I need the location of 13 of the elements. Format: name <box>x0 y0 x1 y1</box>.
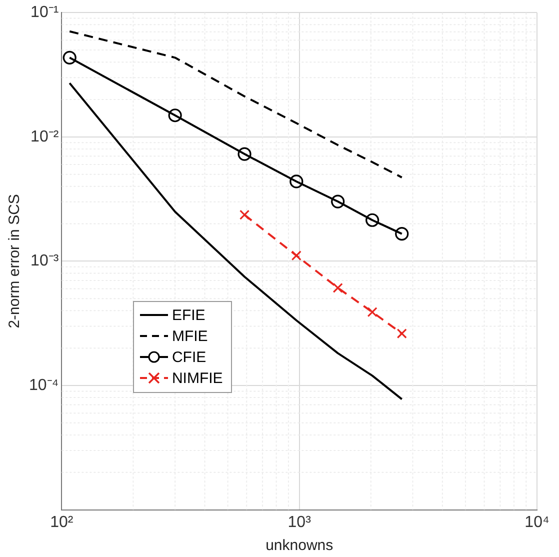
y-tick-label: 10⁻¹ <box>30 4 59 22</box>
y-tick-label: 10⁻³ <box>30 252 60 270</box>
legend-label: EFIE <box>172 306 206 326</box>
y-tick-label: 10⁻⁴ <box>29 376 59 394</box>
x-tick-label: 10⁴ <box>524 514 550 531</box>
x-tick-label: 10³ <box>288 514 312 531</box>
y-axis-title: 2-norm error in SCS <box>6 194 24 328</box>
x-axis-title: unknowns <box>266 537 334 554</box>
y-tick-label: 10⁻² <box>30 128 60 146</box>
legend-label: NIMFIE <box>172 368 223 389</box>
x-tick-label: 10² <box>50 514 74 531</box>
legend-label: CFIE <box>172 348 206 368</box>
legend-label: MFIE <box>172 326 208 347</box>
